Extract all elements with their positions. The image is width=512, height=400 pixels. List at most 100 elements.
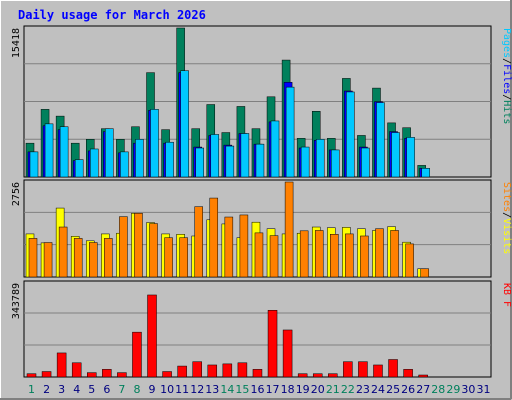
bar-sites [164,237,173,278]
legend-separator: / [501,58,512,64]
x-tick-label: 7 [118,383,125,396]
x-tick-label: 15 [235,383,249,396]
legend-item-kbytes: KB F [501,283,512,307]
bar-kbytes [343,361,353,378]
bar-pages [59,126,69,178]
bar-kbytes [267,310,278,378]
bar-sites [28,238,38,278]
bar-sites [134,212,143,278]
bar-sites [405,243,414,278]
bar-pages [240,133,250,178]
bar-pages [255,143,265,178]
bar-sites [360,235,369,278]
x-tick-label: 29 [446,383,460,396]
x-tick-label: 4 [73,383,80,396]
bar-pages [135,139,144,178]
y-max-label: 15418 [11,28,22,58]
x-tick-label: 6 [103,383,110,396]
bar-sites [239,214,249,278]
bar-sites [420,268,429,278]
bar-kbytes [132,331,142,378]
bar-sites [194,206,203,278]
bar-sites [179,237,188,278]
x-tick-label: 31 [476,383,490,396]
bar-kbytes [328,373,338,378]
x-tick-label: 23 [356,383,370,396]
bar-pages [90,148,99,178]
bar-kbytes [373,364,383,378]
bar-pages [165,141,174,178]
bar-pages [150,109,159,178]
bar-kbytes [56,352,67,378]
bar-kbytes [102,369,112,378]
x-tick-label: 10 [160,383,174,396]
bar-sites [284,181,294,278]
bar-sites [89,242,98,278]
bar-kbytes [26,373,37,378]
y-max-label: 343789 [11,283,22,319]
legend: Sites/Visits [501,182,512,254]
bar-pages [29,151,39,178]
bar-kbytes [222,363,233,378]
x-tick-label: 28 [431,383,445,396]
x-tick-label: 21 [326,383,340,396]
x-tick-label: 25 [386,383,400,396]
bar-sites [209,197,219,278]
x-tick-label: 16 [251,383,265,396]
bar-sites [345,233,354,278]
bar-sites [58,226,68,278]
x-tick-label: 1 [28,383,35,396]
bar-kbytes [237,362,248,378]
bar-kbytes [177,365,187,378]
bar-kbytes [282,329,293,378]
bar-pages [210,134,220,178]
bar-sites [104,238,113,278]
y-max-label: 2756 [11,182,22,206]
bar-pages [270,120,280,178]
bar-sites [375,228,384,278]
bar-pages [300,146,310,178]
legend-item-visits: Visits [501,218,512,254]
bar-sites [299,230,309,278]
legend-item-hits: Hits [501,100,512,124]
bar-sites [314,230,324,278]
bar-pages [180,70,189,178]
bar-sites [149,223,158,278]
legend-item-pages: Pages [501,28,512,58]
bar-pages [285,86,295,178]
bar-pages [391,132,400,178]
bar-sites [390,230,399,278]
bar-kbytes [312,373,323,378]
bar-sites [43,242,53,278]
bar-pages [315,139,325,178]
panel-frame [23,280,492,378]
x-tick-label: 18 [281,383,295,396]
legend-separator: / [501,94,512,100]
bar-kbytes [41,371,52,378]
bar-kbytes [388,359,398,378]
x-tick-label: 5 [88,383,95,396]
x-tick-label: 14 [220,383,234,396]
bar-kbytes [87,372,97,378]
x-tick-label: 9 [149,383,156,396]
bar-pages [376,102,385,178]
bar-pages [105,128,114,178]
legend-item-sites: Sites [501,182,512,212]
bar-kbytes [297,373,308,378]
x-tick-label: 8 [133,383,140,396]
bar-sites [254,232,264,278]
bar-kbytes [358,361,368,378]
x-tick-label: 26 [401,383,415,396]
bar-kbytes [71,362,82,378]
legend: Pages/Files/Hits [501,28,512,124]
bar-kbytes [418,374,428,378]
bar-sites [330,234,339,278]
bar-pages [361,147,370,178]
bar-sites [269,235,279,278]
x-tick-label: 19 [296,383,310,396]
bar-pages [44,123,54,178]
bar-kbytes [207,364,218,378]
bar-pages [331,149,340,178]
x-tick-label: 13 [205,383,219,396]
